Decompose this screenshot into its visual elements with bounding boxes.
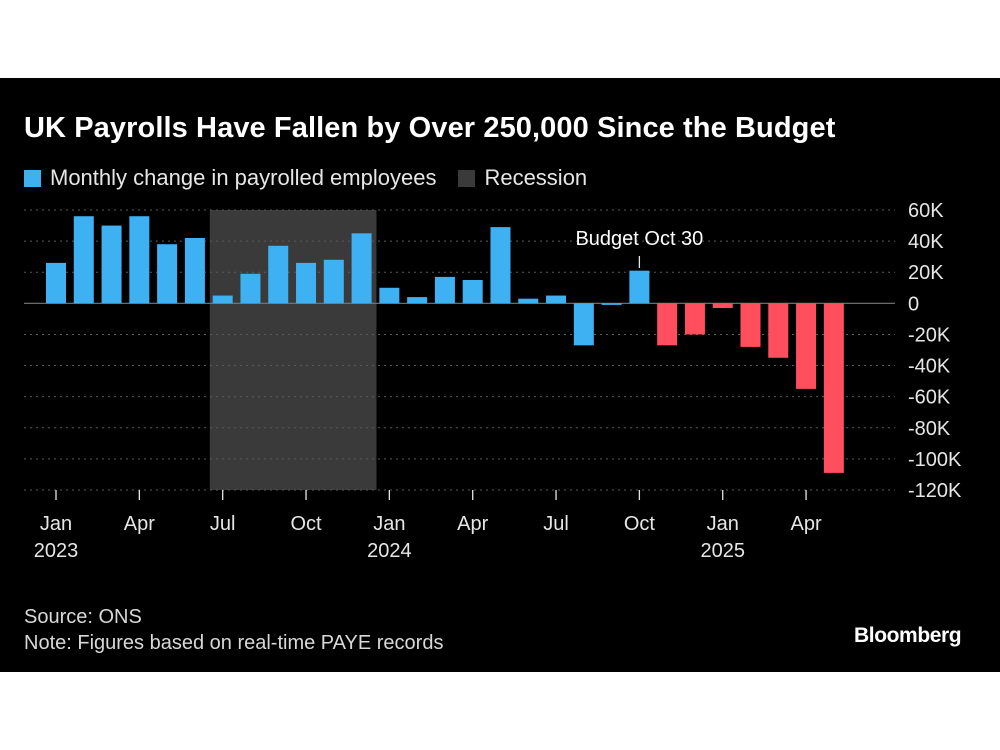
- x-tick-label: Apr: [457, 513, 488, 535]
- bar-2025-05: [823, 303, 844, 473]
- bar-2025-02: [740, 303, 761, 347]
- y-tick-label: 20K: [908, 262, 944, 284]
- bar-2025-03: [768, 303, 789, 358]
- legend-item-series: Monthly change in payrolled employees: [24, 165, 436, 191]
- recession-shade: [209, 210, 377, 490]
- bar-2023-09: [268, 245, 289, 304]
- x-tick-label: Jul: [210, 513, 236, 535]
- note-text: Note: Figures based on real-time PAYE re…: [24, 632, 444, 654]
- bar-2024-03: [434, 276, 455, 304]
- bar-2024-08: [573, 303, 594, 346]
- x-year-label: 2023: [34, 540, 79, 562]
- bloomberg-logo: Bloomberg: [854, 624, 962, 647]
- y-tick-label: -20K: [908, 324, 951, 346]
- bar-2023-03: [101, 225, 122, 304]
- bar-2023-11: [323, 259, 344, 304]
- y-tick-label: 40K: [908, 231, 944, 253]
- bar-2023-10: [296, 262, 317, 304]
- y-tick-label: 60K: [908, 200, 944, 222]
- bar-2023-02: [73, 216, 94, 304]
- bar-2025-01: [712, 303, 733, 308]
- y-tick-label: -80K: [908, 418, 951, 440]
- y-tick-label: -100K: [908, 449, 962, 471]
- y-tick-label: 0: [908, 293, 919, 315]
- x-tick-label: Jan: [707, 513, 739, 535]
- legend-label-series: Monthly change in payrolled employees: [50, 165, 437, 190]
- footer: Source: ONS Note: Figures based on real-…: [24, 604, 443, 656]
- legend-swatch-series: [24, 169, 41, 187]
- bar-2024-07: [546, 295, 567, 304]
- source-text: Source: ONS: [24, 606, 142, 628]
- x-tick-label: Jul: [543, 513, 569, 535]
- bar-2023-01: [46, 262, 66, 304]
- legend-item-recession: Recession: [458, 165, 587, 191]
- bar-2023-07: [212, 295, 233, 304]
- x-year-label: 2025: [700, 540, 745, 562]
- bar-2024-04: [462, 280, 483, 304]
- bar-2025-04: [796, 303, 817, 389]
- bar-2023-08: [240, 273, 261, 304]
- y-tick-label: -60K: [908, 387, 951, 409]
- bar-2024-11: [657, 303, 678, 346]
- bar-2023-04: [129, 216, 150, 304]
- bar-2023-06: [184, 238, 205, 304]
- x-year-label: 2024: [367, 540, 412, 562]
- bar-2024-09: [601, 303, 622, 305]
- x-tick-label: Jan: [373, 513, 405, 535]
- x-tick-label: Jan: [40, 513, 72, 535]
- bar-2023-05: [157, 244, 178, 304]
- bar-2024-10: [629, 270, 650, 304]
- legend-label-recession: Recession: [484, 165, 588, 190]
- chart-title: UK Payrolls Have Fallen by Over 250,000 …: [24, 112, 836, 144]
- bar-2023-12: [351, 233, 372, 304]
- legend: Monthly change in payrolled employees Re…: [24, 165, 609, 191]
- bar-2024-02: [407, 297, 428, 304]
- y-tick-label: -40K: [908, 356, 951, 378]
- x-tick-label: Apr: [124, 513, 155, 535]
- x-tick-label: Oct: [290, 513, 322, 535]
- x-tick-label: Apr: [790, 513, 821, 535]
- legend-swatch-recession: [458, 169, 476, 187]
- bar-2024-01: [379, 287, 400, 304]
- y-tick-label: -120K: [908, 480, 962, 502]
- annotation-budget: Budget Oct 30: [575, 228, 703, 250]
- bar-2024-12: [684, 303, 705, 335]
- bar-2024-06: [518, 298, 539, 304]
- x-tick-label: Oct: [624, 513, 656, 535]
- bar-2024-05: [490, 227, 511, 304]
